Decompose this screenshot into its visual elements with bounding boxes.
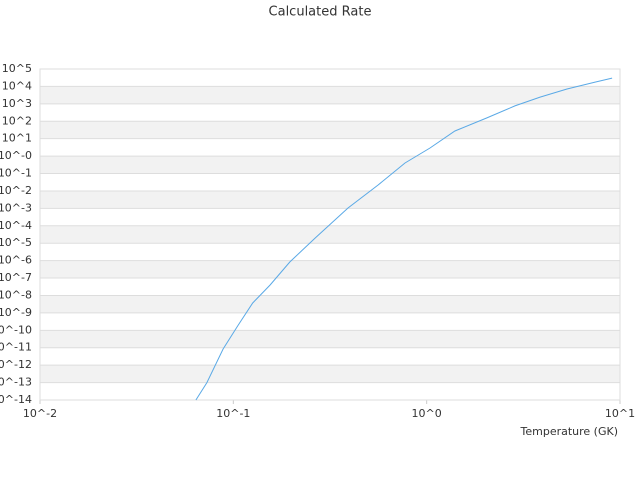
- y-tick-label: 10^-4: [0, 219, 32, 232]
- y-tick-label: 10^1: [2, 132, 32, 145]
- x-tick-label: 10^-1: [216, 407, 250, 420]
- y-tick-label: 10^5: [2, 62, 32, 75]
- y-tick-label: 10^-0: [0, 149, 32, 162]
- x-tick-label: 10^0: [412, 407, 442, 420]
- band: [40, 365, 620, 383]
- y-tick-label: 10^-2: [0, 184, 32, 197]
- y-tick-label: 10^-8: [0, 288, 32, 301]
- band: [40, 330, 620, 348]
- y-tick-label: 10^-3: [0, 201, 32, 214]
- y-tick-label: 10^-13: [0, 376, 32, 389]
- plot-frame: [39, 68, 621, 401]
- y-tick-label: 10^-9: [0, 306, 32, 319]
- data-line: [195, 77, 613, 401]
- band: [40, 190, 620, 209]
- y-tick-label: 10^-5: [0, 236, 32, 249]
- y-tick-label: 10^-10: [0, 323, 32, 336]
- x-tick-label: 10^1: [605, 407, 635, 420]
- x-tick-label: 10^-2: [23, 407, 57, 420]
- y-tick-label: 10^2: [2, 114, 32, 127]
- y-tick-label: 10^-1: [0, 167, 32, 180]
- y-tick-label: 10^-12: [0, 358, 32, 371]
- y-tick-label: 10^-7: [0, 271, 32, 284]
- band: [40, 121, 620, 139]
- y-tick-label: 10^3: [2, 97, 32, 110]
- y-tick-label: 10^4: [2, 79, 32, 92]
- x-axis-label: Temperature (GK): [520, 425, 619, 438]
- band: [40, 225, 620, 244]
- band: [40, 295, 620, 313]
- y-tick-label: 10^-6: [0, 254, 32, 267]
- band: [40, 156, 620, 174]
- y-tick-label: 10^-14: [0, 393, 32, 406]
- y-tick-label: 10^-11: [0, 341, 32, 354]
- band: [40, 86, 620, 104]
- chart-title: Calculated Rate: [269, 5, 372, 20]
- band: [40, 260, 620, 279]
